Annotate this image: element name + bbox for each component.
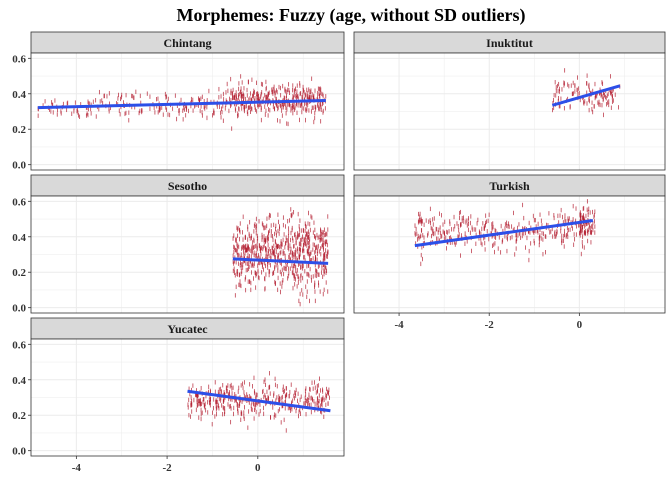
regression-line: [187, 389, 331, 413]
x-tick-label: 0: [255, 462, 261, 474]
y-tick-label: 0.2: [12, 410, 26, 422]
regression-line: [37, 99, 326, 110]
x-tick-label: -2: [485, 319, 495, 331]
facet-inuktitut: Inuktitut: [353, 31, 666, 171]
facet-strip-label: Turkish: [489, 179, 530, 193]
facet-strip-label: Yucatec: [167, 322, 208, 336]
facet-sesotho: Sesotho 0.0 0.2 0.4 0.6: [12, 174, 345, 315]
gridlines: [30, 53, 344, 170]
panel-border: [30, 338, 345, 457]
facet-turkish: Turkish -4 -2 0: [353, 174, 666, 331]
panel-border: [30, 52, 345, 171]
y-tick-label: 0.4: [12, 89, 26, 101]
gridlines: [353, 53, 665, 170]
y-tick-label: 0.4: [12, 232, 26, 244]
x-tick-label: 0: [577, 319, 583, 331]
panel-border: [353, 195, 666, 314]
y-tick-label: 0.6: [12, 196, 26, 208]
facet-chintang: Chintang 0.0 0.2 0.4 0.6: [12, 31, 345, 172]
x-tick-label: -4: [394, 319, 404, 331]
y-axis: 0.0 0.2 0.4 0.6: [12, 53, 31, 172]
regression-line: [414, 218, 594, 248]
gridlines: [30, 339, 344, 456]
panel-border: [353, 52, 666, 171]
y-axis: 0.0 0.2 0.4 0.6: [12, 196, 31, 315]
y-tick-label: 0.6: [12, 53, 26, 65]
facet-strip-label: Inuktitut: [486, 36, 533, 50]
y-tick-label: 0.0: [12, 303, 26, 315]
y-tick-label: 0.2: [12, 267, 26, 279]
chart-title: Morphemes: Fuzzy (age, without SD outlie…: [177, 5, 526, 26]
regression-line: [551, 84, 621, 107]
y-tick-label: 0.2: [12, 124, 26, 136]
panel-border: [30, 195, 345, 314]
y-tick-label: 0.0: [12, 446, 26, 458]
regression-line: [232, 257, 329, 265]
facet-yucatec: Yucatec 0.0 0.2 0.4 0.6 -4 -2 0: [12, 317, 345, 474]
y-tick-label: 0.0: [12, 160, 26, 172]
facet-strip-label: Sesotho: [168, 179, 207, 193]
x-axis: -4 -2 0: [394, 313, 583, 331]
x-tick-label: -2: [163, 462, 173, 474]
y-tick-label: 0.4: [12, 375, 26, 387]
gridlines: [353, 196, 665, 313]
x-axis: -4 -2 0: [72, 456, 261, 474]
x-tick-label: -4: [72, 462, 82, 474]
y-tick-label: 0.6: [12, 339, 26, 351]
y-axis: 0.0 0.2 0.4 0.6: [12, 339, 31, 458]
facet-panels: Chintang0.00.20.40.6InuktitutSesotho0.00…: [12, 31, 666, 474]
facet-strip-label: Chintang: [163, 36, 211, 50]
